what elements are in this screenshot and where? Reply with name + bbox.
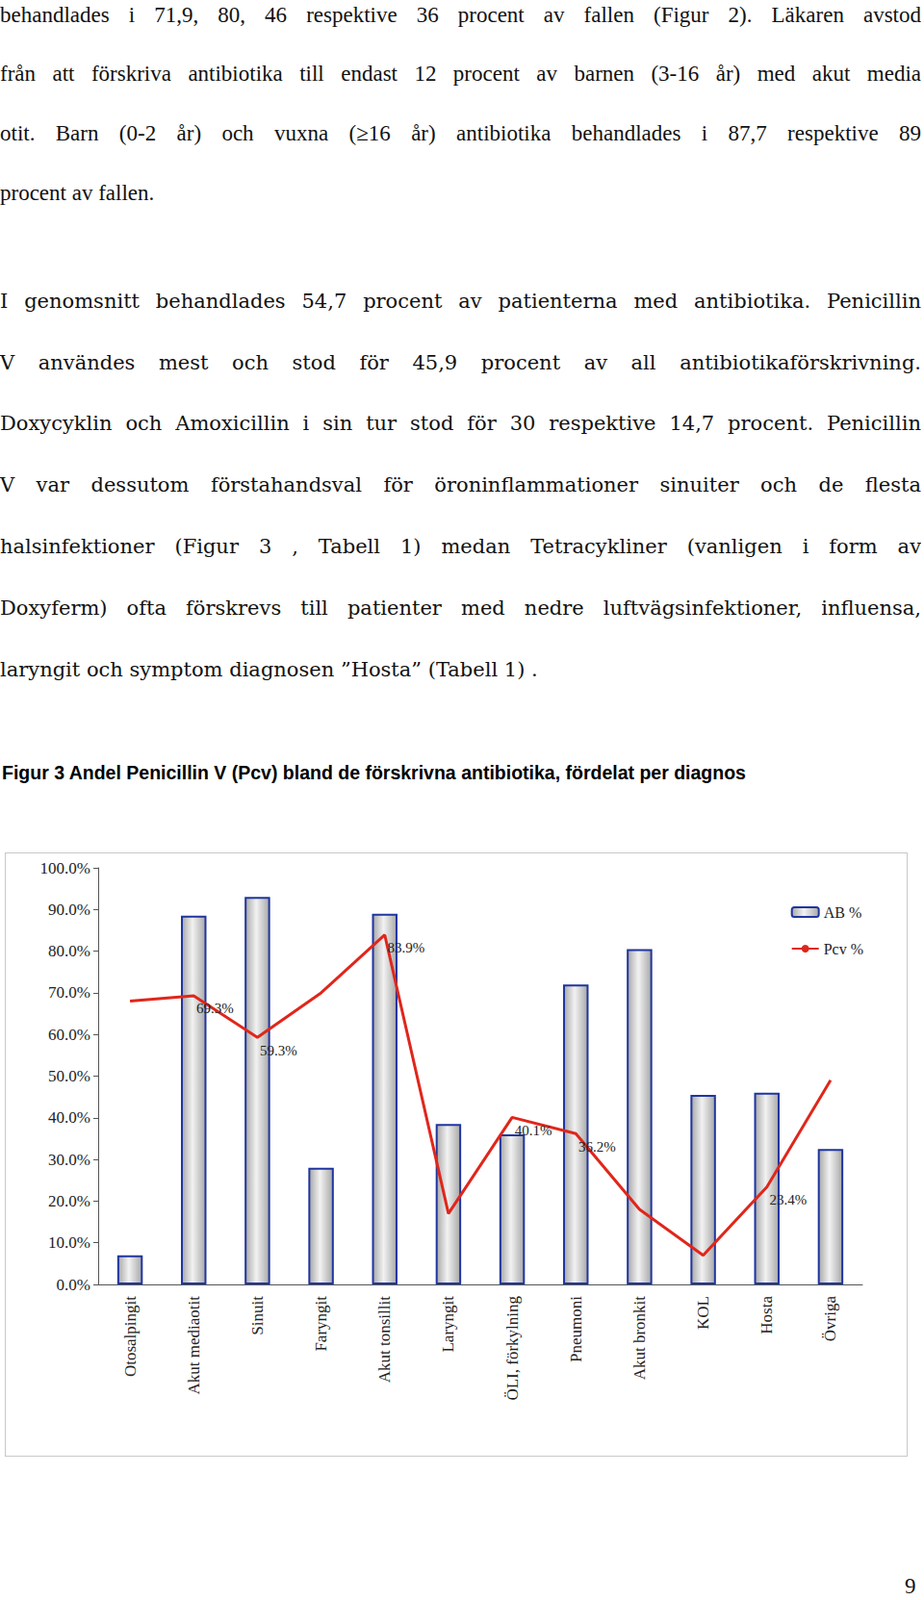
svg-text:Sinuit: Sinuit <box>248 1296 267 1336</box>
svg-text:Otosalpingit: Otosalpingit <box>121 1296 140 1378</box>
svg-text:83.9%: 83.9% <box>386 940 425 956</box>
svg-text:AB %: AB % <box>823 904 863 922</box>
svg-text:ÖLI, förkylning: ÖLI, förkylning <box>503 1296 522 1402</box>
svg-text:40.0%: 40.0% <box>48 1108 91 1128</box>
svg-text:Akut tonsillit: Akut tonsillit <box>375 1296 394 1384</box>
svg-text:36.2%: 36.2% <box>578 1139 616 1155</box>
svg-text:Övriga: Övriga <box>821 1296 840 1343</box>
html-text:procent av fallen.: procent av fallen. <box>0 180 155 206</box>
svg-text:80.0%: 80.0% <box>48 942 91 961</box>
svg-text:KOL: KOL <box>693 1296 713 1331</box>
svg-text:23.4%: 23.4% <box>769 1192 807 1208</box>
svg-text:Laryngit: Laryngit <box>438 1296 458 1354</box>
svg-text:59.3%: 59.3% <box>259 1043 298 1059</box>
html-text:Doxycyklin och Amoxicillin i s: Doxycyklin och Amoxicillin i sin tur sto… <box>0 411 922 436</box>
html-text:otit. Barn (0-2 år) och vuxna: otit. Barn (0-2 år) och vuxna (≥16 år) a… <box>0 121 922 146</box>
html-text:halsinfektioner (Figur 3 , Tab: halsinfektioner (Figur 3 , Tabell 1) med… <box>0 535 922 559</box>
svg-text:Akut bronkit: Akut bronkit <box>630 1296 649 1382</box>
html-text:från att förskriva antibiotika: från att förskriva antibiotika till enda… <box>0 61 922 86</box>
svg-text:69.3%: 69.3% <box>196 1001 234 1017</box>
svg-text:Akut mediaotit: Akut mediaotit <box>184 1296 204 1396</box>
svg-text:Pcv %: Pcv % <box>823 941 864 958</box>
svg-text:70.0%: 70.0% <box>48 983 91 1002</box>
html-text:9: 9 <box>904 1574 916 1599</box>
html-text:V användes mest och stod för 4: V användes mest och stod för 45,9 procen… <box>0 351 922 375</box>
html-text:laryngit och symptom diagnosen: laryngit och symptom diagnosen ”Hosta” (… <box>0 658 538 682</box>
svg-text:90.0%: 90.0% <box>48 900 91 920</box>
html-text:Doxyferm) ofta förskrevs till: Doxyferm) ofta förskrevs till patienter … <box>0 596 922 620</box>
svg-text:10.0%: 10.0% <box>48 1233 91 1253</box>
svg-text:Faryngit: Faryngit <box>311 1296 331 1353</box>
html-text:V var dessutom förstahandsval: V var dessutom förstahandsval för öronin… <box>0 473 922 497</box>
svg-text:30.0%: 30.0% <box>48 1151 91 1170</box>
html-text:behandlades i 71,9, 80, 46 res: behandlades i 71,9, 80, 46 respektive 36… <box>0 2 922 27</box>
svg-text:Pneumoni: Pneumoni <box>566 1296 586 1363</box>
svg-text:0.0%: 0.0% <box>56 1276 91 1295</box>
svg-text:100.0%: 100.0% <box>40 859 91 878</box>
svg-text:60.0%: 60.0% <box>48 1026 91 1045</box>
html-text:Figur 3 Andel Penicillin V (Pc: Figur 3 Andel Penicillin V (Pcv) bland d… <box>1 762 746 784</box>
svg-text:Hosta: Hosta <box>757 1296 776 1335</box>
html-text:I genomsnitt behandlades 54,7: I genomsnitt behandlades 54,7 procent av… <box>0 289 922 313</box>
svg-text:50.0%: 50.0% <box>48 1067 91 1086</box>
svg-text:20.0%: 20.0% <box>48 1192 91 1211</box>
svg-text:40.1%: 40.1% <box>514 1123 553 1139</box>
